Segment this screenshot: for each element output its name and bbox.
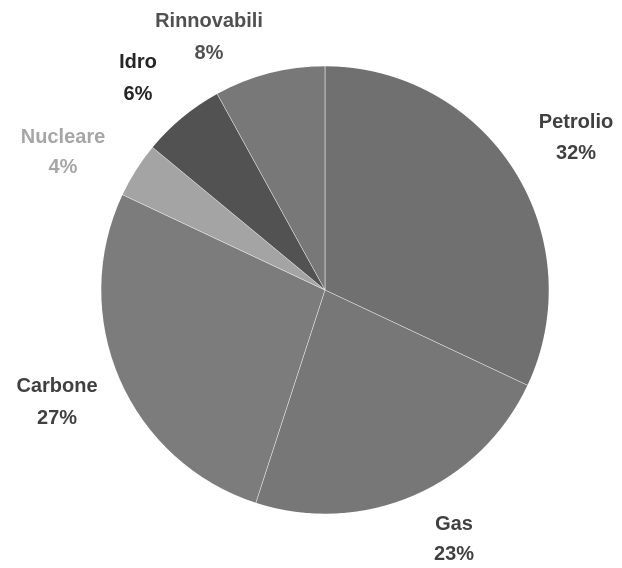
slice-value-nucleare: 4% xyxy=(49,156,78,178)
slice-label-petrolio: Petrolio xyxy=(539,111,613,133)
pie-slice-carbone xyxy=(100,194,326,504)
slice-value-idro: 6% xyxy=(124,83,153,105)
slice-label-rinnovabili: Rinnovabili xyxy=(155,10,263,32)
slice-value-rinnovabili: 8% xyxy=(195,42,224,64)
slice-label-nucleare: Nucleare xyxy=(21,126,106,148)
pie-slice-petrolio xyxy=(324,65,550,386)
pie-slice-gas xyxy=(255,289,529,515)
slice-label-gas: Gas xyxy=(435,513,473,535)
slice-label-carbone: Carbone xyxy=(16,375,97,397)
slice-value-carbone: 27% xyxy=(37,407,77,429)
slice-label-idro: Idro xyxy=(119,51,157,73)
pie-slice-rinnovabili xyxy=(216,65,326,291)
slice-value-gas: 23% xyxy=(434,543,474,565)
slice-value-petrolio: 32% xyxy=(556,142,596,164)
